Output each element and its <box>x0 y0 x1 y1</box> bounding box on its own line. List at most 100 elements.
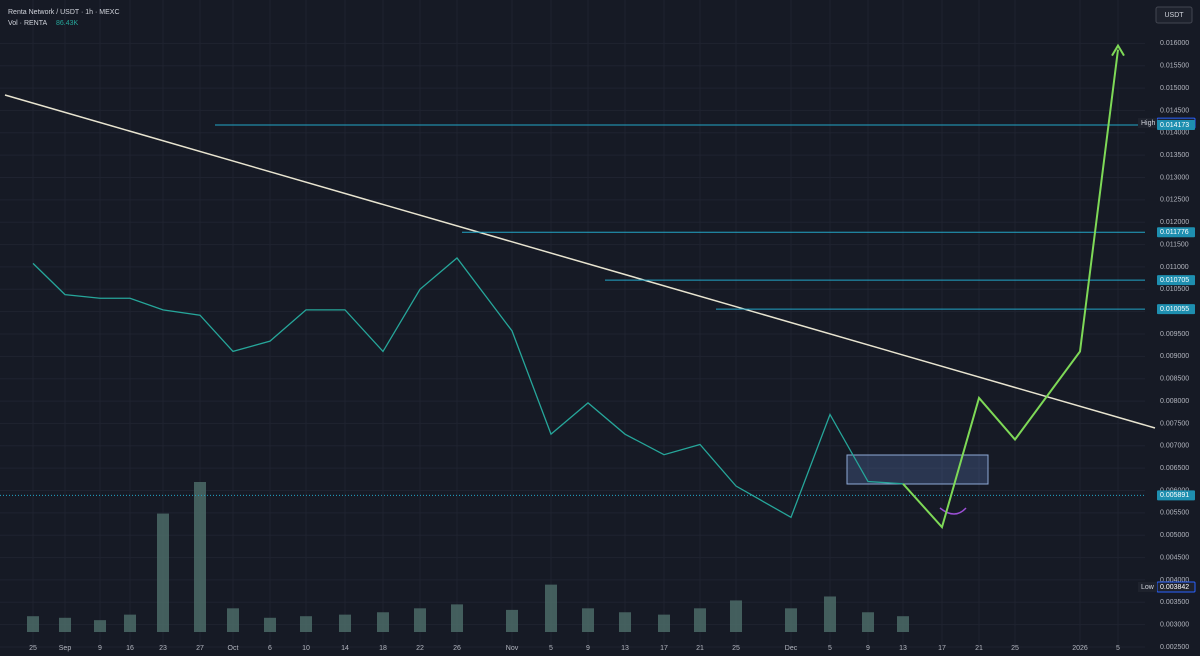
x-tick-label: 23 <box>159 645 167 652</box>
volume-layer <box>27 482 909 632</box>
y-tick-label: 0.011500 <box>1160 241 1189 248</box>
y-tick-label: 0.015500 <box>1160 63 1189 70</box>
x-tick-label: 13 <box>621 645 629 652</box>
volume-bar <box>264 617 276 632</box>
y-tick-label: 0.012500 <box>1160 197 1189 204</box>
y-tick-label: 0.003500 <box>1160 599 1189 606</box>
y-tick-label: 0.007500 <box>1160 420 1189 427</box>
volume-bar <box>300 616 312 632</box>
x-tick-label: 16 <box>126 645 134 652</box>
currency-button[interactable] <box>1155 6 1193 24</box>
x-tick-label: 22 <box>416 645 424 652</box>
grid <box>0 0 1145 648</box>
volume-bar <box>619 612 631 632</box>
volume-bar <box>94 620 106 632</box>
x-tick-label: Nov <box>506 645 519 652</box>
y-tick-label: 0.005500 <box>1160 510 1189 517</box>
price-tag-bg <box>1138 118 1157 129</box>
trendline <box>4 94 1156 429</box>
x-tick-label: 10 <box>302 645 310 652</box>
volume-bar <box>582 608 594 632</box>
y-tick-label: 0.012000 <box>1160 219 1189 226</box>
x-tick-label: 9 <box>98 645 102 652</box>
y-tick-label: 0.007000 <box>1160 443 1189 450</box>
price-line <box>902 49 1119 530</box>
y-tick-label: 0.013500 <box>1160 152 1189 159</box>
price-badge <box>1157 227 1195 238</box>
volume-bar <box>824 596 836 632</box>
y-tick-label: 0.008000 <box>1160 398 1189 405</box>
x-tick-label: 21 <box>696 645 704 652</box>
x-tick-label: Sep <box>59 645 72 652</box>
y-tick-label: 0.009000 <box>1160 353 1189 360</box>
price-badge-label: 0.010705 <box>1160 277 1189 284</box>
x-tick-label: 14 <box>341 645 349 652</box>
x-tick-label: 17 <box>660 645 668 652</box>
volume-bar <box>785 608 797 632</box>
volume-bar <box>227 608 239 632</box>
axis-layer: 0.002500 0.003000 0.003500 0.004000 0.004500… <box>29 40 1196 652</box>
price-badge-label: 0.005891 <box>1160 492 1189 499</box>
y-tick-label: 0.004000 <box>1160 577 1189 584</box>
price-tag-bg <box>1138 581 1157 592</box>
y-tick-label: 0.003000 <box>1160 621 1189 628</box>
price-badge <box>1157 490 1195 501</box>
volume-bar <box>545 584 557 632</box>
price-line <box>32 257 904 519</box>
x-tick-label: 17 <box>938 645 946 652</box>
volume-bar <box>730 600 742 632</box>
x-tick-label: 25 <box>1011 645 1019 652</box>
volume-bar <box>59 617 71 632</box>
volume-bar <box>694 608 706 632</box>
x-tick-label: Oct <box>228 645 239 652</box>
price-badge-label: 0.014173 <box>1160 122 1189 129</box>
volume-bar <box>414 608 426 632</box>
volume-bar <box>658 614 670 632</box>
y-tick-label: 0.002500 <box>1160 644 1189 651</box>
x-tick-label: 13 <box>899 645 907 652</box>
y-tick-label: 0.014500 <box>1160 107 1189 114</box>
price-badge <box>1157 275 1195 286</box>
volume-bar <box>862 612 874 632</box>
x-tick-label: 5 <box>549 645 553 652</box>
volume-bar <box>897 616 909 632</box>
price-badge <box>1157 304 1195 315</box>
y-tick-label: 0.016000 <box>1160 40 1189 47</box>
price-badge-label: 0.003842 <box>1160 584 1189 591</box>
x-tick-label: 27 <box>196 645 204 652</box>
x-tick-label: 21 <box>975 645 983 652</box>
x-tick-label: 6 <box>268 645 272 652</box>
arrow-head <box>1111 43 1125 57</box>
volume-bar <box>339 614 351 632</box>
price-tag: Low <box>1141 584 1155 591</box>
x-tick-label: 25 <box>732 645 740 652</box>
price-badge-label: 0.011776 <box>1160 229 1189 236</box>
y-tick-label: 0.013000 <box>1160 174 1189 181</box>
volume-bar <box>27 616 39 632</box>
volume-bar <box>506 609 518 632</box>
y-tick-label: 0.005000 <box>1160 532 1189 539</box>
symbol-title: Renta Network / USDT · 1h · MEXC <box>8 9 120 16</box>
volume-value: 86.43K <box>56 20 79 27</box>
y-tick-label: 0.011000 <box>1160 264 1189 271</box>
volume-bar <box>377 612 389 632</box>
y-tick-label: 0.009500 <box>1160 331 1189 338</box>
price-badge <box>1157 120 1195 131</box>
x-tick-label: 9 <box>586 645 590 652</box>
currency-button-label[interactable]: USDT <box>1164 12 1184 19</box>
x-tick-label: 9 <box>866 645 870 652</box>
x-tick-label: 5 <box>828 645 832 652</box>
volume-bar <box>124 614 136 632</box>
price-tag: High <box>1141 120 1156 127</box>
x-tick-label: 25 <box>29 645 37 652</box>
y-tick-label: 0.015000 <box>1160 85 1189 92</box>
range-box <box>846 454 989 485</box>
y-tick-label: 0.006500 <box>1160 465 1189 472</box>
volume-bar <box>451 604 463 632</box>
volume-bar <box>157 513 169 632</box>
volume-label: Vol · RENTA <box>8 20 47 27</box>
y-tick-label: 0.010500 <box>1160 286 1189 293</box>
y-tick-label: 0.014000 <box>1160 130 1189 137</box>
